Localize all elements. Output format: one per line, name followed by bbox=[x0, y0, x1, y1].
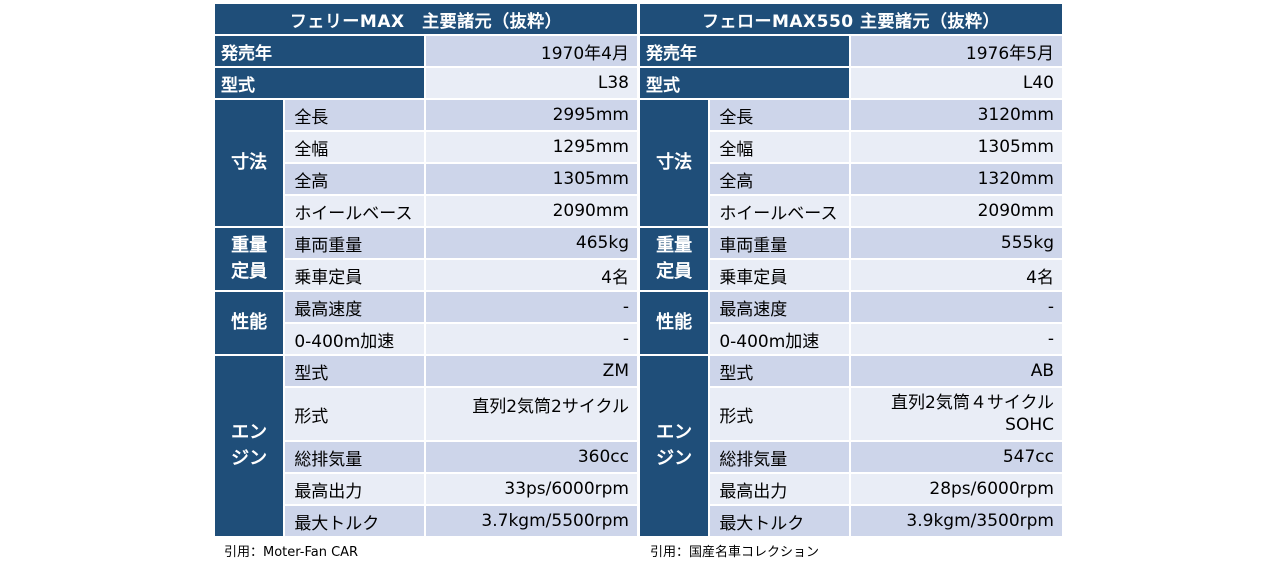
row-label: 全長 bbox=[710, 100, 849, 130]
row-label: 型式 bbox=[710, 356, 849, 386]
row-value: 2090mm bbox=[425, 196, 637, 226]
row-label: 0-400m加速 bbox=[285, 324, 424, 354]
row-value: 4名 bbox=[850, 260, 1062, 290]
row-label: 形式 bbox=[710, 388, 849, 440]
group-dimensions: 寸法 bbox=[640, 100, 709, 226]
release-label: 発売年 bbox=[640, 36, 849, 66]
row-label: 最大トルク bbox=[710, 506, 849, 536]
row-label: 形式 bbox=[285, 388, 424, 440]
group-performance: 性能 bbox=[640, 292, 709, 354]
row-label: 型式 bbox=[285, 356, 424, 386]
row-label: ホイールベース bbox=[285, 196, 424, 226]
release-value: 1976年5月 bbox=[850, 36, 1062, 66]
row-label: 最高速度 bbox=[285, 292, 424, 322]
model-value: L38 bbox=[425, 68, 637, 98]
row-value: 1305mm bbox=[850, 132, 1062, 162]
model-value: L40 bbox=[850, 68, 1062, 98]
row-value: - bbox=[425, 324, 637, 354]
spec-table-ferry-max: フェリーMAX 主要諸元（抜粋） 発売年 1970年4月 型式 L38 寸法 全… bbox=[213, 2, 639, 538]
row-value: - bbox=[850, 324, 1062, 354]
row-label: 全幅 bbox=[285, 132, 424, 162]
row-value: 28ps/6000rpm bbox=[850, 474, 1062, 504]
row-label: 全高 bbox=[285, 164, 424, 194]
group-engine: エン ジン bbox=[640, 356, 709, 536]
row-value: AB bbox=[850, 356, 1062, 386]
row-value: 1295mm bbox=[425, 132, 637, 162]
row-label: 全幅 bbox=[710, 132, 849, 162]
row-value: ZM bbox=[425, 356, 637, 386]
row-label: 乗車定員 bbox=[285, 260, 424, 290]
row-label: 0-400m加速 bbox=[710, 324, 849, 354]
row-label: ホイールベース bbox=[710, 196, 849, 226]
source-citation: 引用：国産名車コレクション bbox=[650, 545, 820, 560]
table-title: フェローMAX550 主要諸元（抜粋） bbox=[640, 4, 1062, 34]
row-label: 最高速度 bbox=[710, 292, 849, 322]
row-label: 車両重量 bbox=[710, 228, 849, 258]
row-value: 4名 bbox=[425, 260, 637, 290]
row-value: 33ps/6000rpm bbox=[425, 474, 637, 504]
row-label: 全長 bbox=[285, 100, 424, 130]
row-value: 3.9kgm/3500rpm bbox=[850, 506, 1062, 536]
group-weight-capacity: 重量 定員 bbox=[215, 228, 284, 290]
row-label: 最大トルク bbox=[285, 506, 424, 536]
row-value: 465kg bbox=[425, 228, 637, 258]
row-value: 2995mm bbox=[425, 100, 637, 130]
row-label: 総排気量 bbox=[710, 442, 849, 472]
row-value: - bbox=[850, 292, 1062, 322]
source-citation: 引用：Moter-Fan CAR bbox=[224, 545, 359, 560]
row-label: 全高 bbox=[710, 164, 849, 194]
row-label: 最高出力 bbox=[285, 474, 424, 504]
row-value: 360cc bbox=[425, 442, 637, 472]
model-label: 型式 bbox=[640, 68, 849, 98]
group-engine: エン ジン bbox=[215, 356, 284, 536]
row-value: 555kg bbox=[850, 228, 1062, 258]
group-performance: 性能 bbox=[215, 292, 284, 354]
row-value: 1320mm bbox=[850, 164, 1062, 194]
table-title: フェリーMAX 主要諸元（抜粋） bbox=[215, 4, 637, 34]
row-label: 乗車定員 bbox=[710, 260, 849, 290]
row-value: - bbox=[425, 292, 637, 322]
row-label: 総排気量 bbox=[285, 442, 424, 472]
row-value: 2090mm bbox=[850, 196, 1062, 226]
row-value: 1305mm bbox=[425, 164, 637, 194]
row-value: 547cc bbox=[850, 442, 1062, 472]
group-dimensions: 寸法 bbox=[215, 100, 284, 226]
row-value: 3.7kgm/5500rpm bbox=[425, 506, 637, 536]
row-value: 3120mm bbox=[850, 100, 1062, 130]
row-label: 最高出力 bbox=[710, 474, 849, 504]
release-value: 1970年4月 bbox=[425, 36, 637, 66]
release-label: 発売年 bbox=[215, 36, 424, 66]
row-label: 車両重量 bbox=[285, 228, 424, 258]
row-value: 直列2気筒４サイクル SOHC bbox=[850, 388, 1062, 440]
row-value: 直列2気筒2サイクル bbox=[425, 388, 637, 440]
group-weight-capacity: 重量 定員 bbox=[640, 228, 709, 290]
spec-table-fellow-max550: フェローMAX550 主要諸元（抜粋） 発売年 1976年5月 型式 L40 寸… bbox=[638, 2, 1064, 538]
model-label: 型式 bbox=[215, 68, 424, 98]
